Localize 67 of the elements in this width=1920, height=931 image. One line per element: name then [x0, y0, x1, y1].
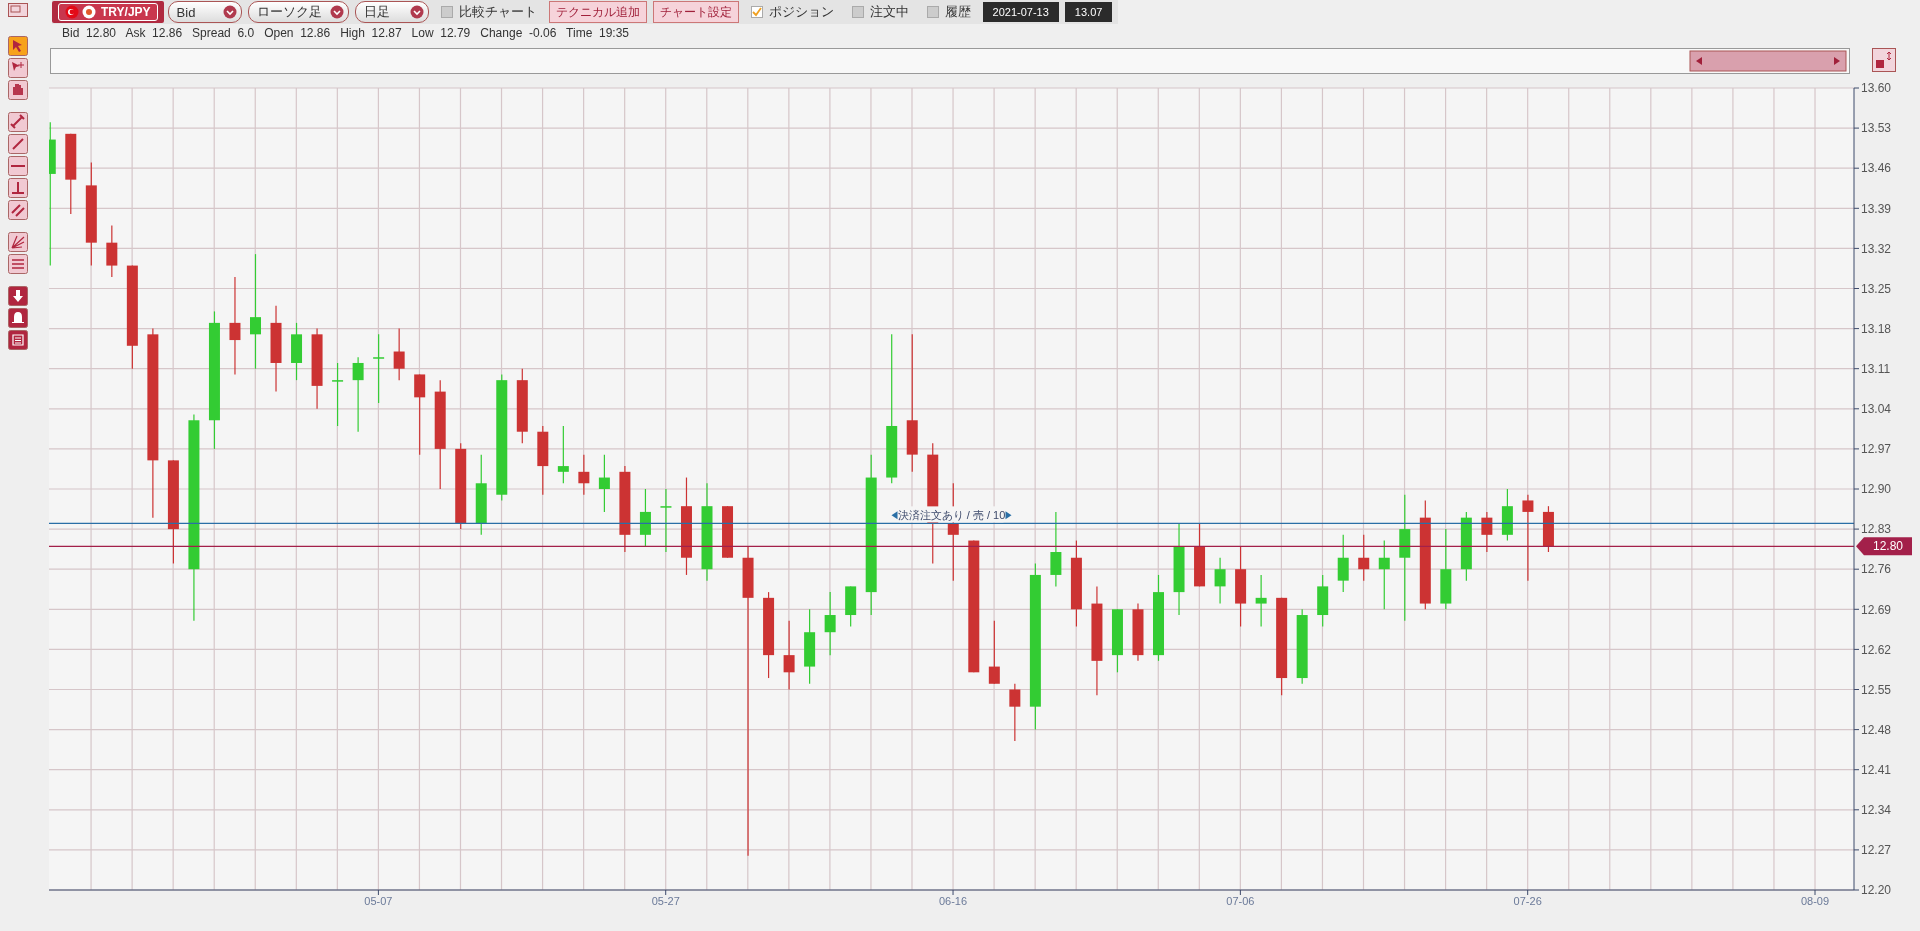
- candlestick: [373, 333, 385, 404]
- text: 比較チャート: [458, 3, 537, 21]
- candlestick: [1255, 574, 1267, 628]
- candlestick: [250, 253, 261, 370]
- candlestick: [660, 488, 672, 553]
- candlestick: [352, 356, 364, 433]
- y-tick-label: 12.48: [1861, 722, 1892, 737]
- candlestick: [1358, 534, 1370, 582]
- text: 日足: [363, 3, 390, 21]
- y-tick-label: 13.04: [1861, 402, 1892, 417]
- candlestick: [1009, 683, 1021, 742]
- text: ポジション: [768, 3, 834, 21]
- y-tick-label: 12.97: [1861, 442, 1892, 457]
- y-tick-label: 13.53: [1861, 121, 1892, 136]
- y-tick-label: 13.11: [1861, 361, 1891, 376]
- y-tick-label: 12.90: [1861, 482, 1892, 497]
- candlestick: [393, 328, 405, 381]
- x-tick-label: 08-09: [1800, 894, 1830, 907]
- candlestick: [557, 425, 569, 484]
- ref-line-label: 決済注文あり / 売 / 10: [897, 509, 1006, 522]
- candlestick: [1522, 494, 1534, 582]
- y-tick-label: 13.25: [1861, 281, 1892, 296]
- candlestick: [414, 373, 426, 456]
- x-tick-label: 07-06: [1226, 894, 1255, 907]
- x-tick-label: 07-26: [1513, 894, 1542, 907]
- y-tick-label: 13.39: [1861, 201, 1892, 216]
- text: テクニカル追加: [548, 1, 647, 23]
- y-tick-label: 12.69: [1861, 602, 1892, 617]
- x-tick-label: 06-16: [938, 894, 968, 907]
- y-tick-label: 12.55: [1861, 682, 1892, 697]
- candlestick: [106, 224, 118, 278]
- y-tick-label: 12.20: [1861, 883, 1892, 898]
- y-tick-label: 12.83: [1861, 522, 1892, 537]
- y-tick-label: 12.62: [1861, 642, 1892, 657]
- candlestick: [598, 454, 610, 513]
- candlestick: [332, 362, 344, 427]
- y-tick-label: 13.60: [1861, 81, 1892, 96]
- text: 注文中: [869, 3, 909, 21]
- candlestick: [639, 488, 651, 547]
- ref-line-label: 12.80: [1872, 539, 1904, 554]
- candlestick: [783, 620, 795, 691]
- x-tick-label: 05-27: [651, 894, 680, 907]
- y-tick-label: 12.76: [1861, 562, 1892, 577]
- y-tick-label: 13.18: [1861, 321, 1892, 336]
- x-tick-label: 05-07: [364, 894, 393, 907]
- y-tick-label: 13.46: [1861, 161, 1892, 176]
- text: チャート設定: [652, 1, 739, 23]
- candlestick: [1050, 511, 1062, 587]
- candlestick: [578, 454, 590, 496]
- candlestick: [1481, 511, 1493, 553]
- y-tick-label: 13.32: [1861, 241, 1892, 256]
- candlestick: [1214, 557, 1226, 605]
- candlestick: [1337, 534, 1349, 593]
- text: ローソク足: [256, 3, 322, 21]
- candlestick: [824, 591, 836, 656]
- y-tick-label: 12.41: [1861, 762, 1892, 777]
- chart-title: TRY/JPY: [101, 5, 151, 19]
- candlestick: [1378, 539, 1390, 610]
- chart-subtitle: Bid 12.80 Ask 12.86 Spread 6.0 Open 12.86 High 12.87 Low 12.79 Change -0.06 Time 19:35: [62, 26, 630, 40]
- text: Bid: [176, 4, 196, 20]
- candlestick: [229, 276, 241, 376]
- text: 2021-07-13: [982, 2, 1059, 22]
- text: 履歴: [944, 3, 971, 21]
- candlestick: [988, 620, 1000, 685]
- text: 13.07: [1064, 2, 1113, 22]
- y-tick-label: 12.34: [1861, 803, 1892, 818]
- y-tick-label: 12.27: [1861, 843, 1892, 858]
